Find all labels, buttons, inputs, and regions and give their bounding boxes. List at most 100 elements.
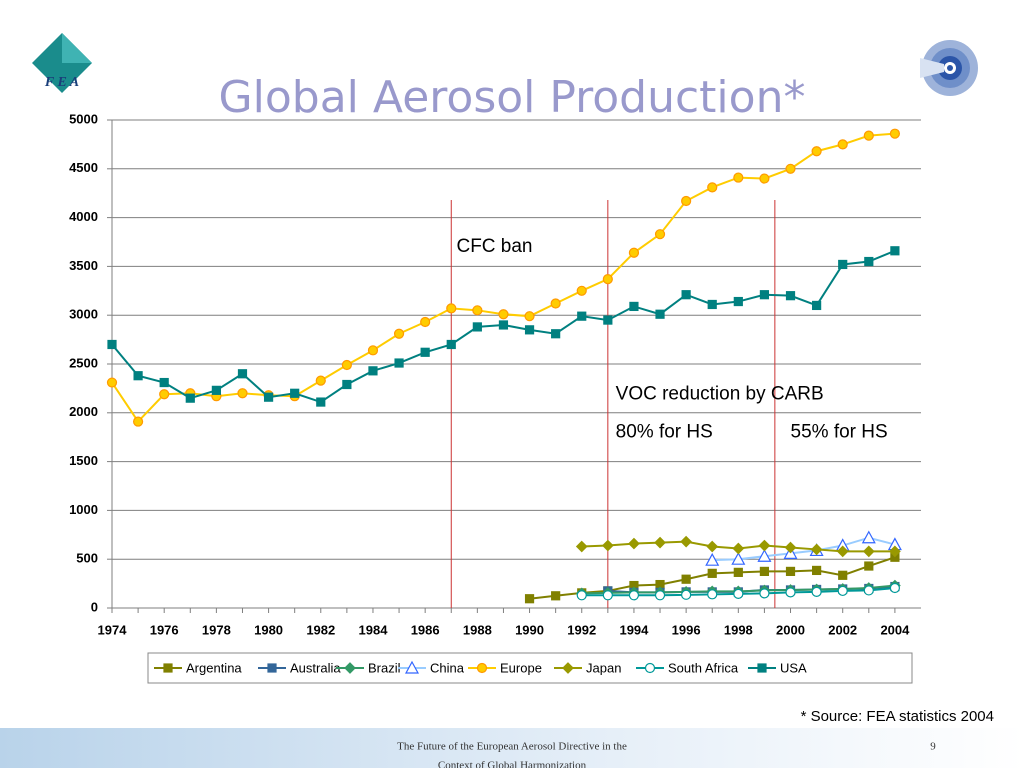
- data-point: [551, 591, 561, 601]
- data-point: [811, 146, 822, 157]
- legend-label: Brazil: [368, 660, 401, 675]
- data-point: [524, 594, 535, 604]
- data-point: [864, 256, 874, 267]
- data-point: [811, 586, 822, 597]
- data-point: [837, 139, 848, 150]
- footer-text: The Future of the European Aerosol Direc…: [397, 741, 627, 753]
- data-point: [472, 322, 482, 332]
- annotation: 80% for HS: [616, 421, 713, 442]
- data-point: [628, 537, 640, 550]
- data-point: [315, 375, 326, 386]
- annotation: 55% for HS: [791, 421, 888, 442]
- data-point: [603, 315, 613, 325]
- data-point: [132, 416, 144, 427]
- data-point: [655, 309, 665, 319]
- data-point: [446, 303, 457, 314]
- data-point: [733, 172, 744, 183]
- x-tick-label: 1984: [359, 622, 389, 637]
- data-point: [654, 229, 666, 240]
- data-point: [237, 369, 248, 379]
- data-point: [524, 325, 535, 335]
- y-tick-label: 1000: [69, 502, 98, 517]
- data-point: [575, 540, 588, 553]
- legend-marker: [757, 663, 767, 673]
- data-point: [290, 388, 300, 398]
- data-point: [316, 397, 326, 407]
- data-point: [601, 539, 614, 552]
- x-tick-label: 1980: [254, 622, 283, 637]
- data-point: [498, 309, 509, 320]
- data-point: [263, 392, 274, 402]
- legend-marker: [404, 660, 420, 674]
- logo-text: F E A: [44, 75, 79, 90]
- data-point: [342, 379, 352, 390]
- legend-marker: [644, 662, 656, 674]
- data-point: [237, 388, 248, 399]
- chart-title: Global Aerosol Production*: [219, 72, 806, 123]
- data-point: [654, 536, 666, 549]
- data-point: [706, 540, 719, 553]
- y-tick-label: 4500: [69, 160, 98, 175]
- data-point: [705, 552, 720, 566]
- x-tick-label: 2002: [828, 622, 857, 637]
- y-tick-label: 3000: [69, 307, 98, 322]
- x-tick-label: 1978: [202, 622, 231, 637]
- data-point: [393, 328, 405, 339]
- right-logo: [920, 40, 978, 96]
- data-point: [524, 311, 535, 322]
- data-point: [889, 582, 901, 594]
- y-tick-label: 3500: [69, 258, 98, 273]
- y-tick-label: 500: [76, 551, 98, 566]
- data-point: [133, 371, 143, 381]
- data-point: [707, 568, 717, 578]
- series-line: [111, 132, 895, 424]
- legend-marker: [267, 663, 277, 673]
- data-point: [759, 588, 770, 599]
- data-point: [629, 301, 639, 312]
- y-tick-label: 5000: [69, 111, 98, 126]
- data-point: [785, 291, 796, 301]
- data-point: [837, 585, 848, 597]
- data-point: [784, 541, 797, 554]
- y-tick-label: 0: [91, 599, 98, 614]
- data-point: [680, 535, 692, 548]
- x-tick-label: 1988: [463, 622, 492, 637]
- data-point: [838, 259, 848, 270]
- x-tick-label: 2004: [880, 622, 910, 637]
- data-point: [654, 590, 666, 601]
- data-point: [785, 587, 796, 598]
- data-point: [862, 545, 875, 558]
- data-point: [863, 585, 874, 596]
- data-point: [577, 311, 587, 321]
- data-point: [863, 130, 874, 141]
- y-tick-label: 2500: [69, 355, 98, 370]
- data-point: [420, 316, 431, 328]
- data-point: [576, 285, 587, 296]
- source-note: * Source: FEA statistics 2004: [801, 708, 994, 725]
- x-tick-label: 1986: [411, 622, 440, 637]
- data-point: [681, 195, 692, 207]
- x-tick-label: 1990: [515, 622, 544, 637]
- data-point: [681, 589, 692, 600]
- legend-label: USA: [780, 660, 807, 675]
- legend-label: China: [430, 660, 465, 675]
- data-point: [107, 339, 117, 350]
- y-tick-label: 4000: [69, 209, 98, 224]
- data-point: [185, 393, 195, 403]
- legend-label: Argentina: [186, 660, 242, 675]
- data-point: [889, 128, 901, 139]
- x-tick-label: 1992: [567, 622, 596, 637]
- data-point: [681, 290, 691, 300]
- annotation: CFC ban: [456, 236, 532, 257]
- data-point: [810, 543, 823, 556]
- data-point: [707, 589, 718, 600]
- data-point: [812, 300, 822, 311]
- data-point: [420, 347, 430, 357]
- data-point: [159, 377, 169, 388]
- y-tick-label: 2000: [69, 404, 98, 419]
- data-point: [681, 574, 691, 584]
- y-tick-label: 1500: [69, 453, 98, 468]
- data-point: [733, 567, 743, 577]
- data-point: [628, 247, 640, 258]
